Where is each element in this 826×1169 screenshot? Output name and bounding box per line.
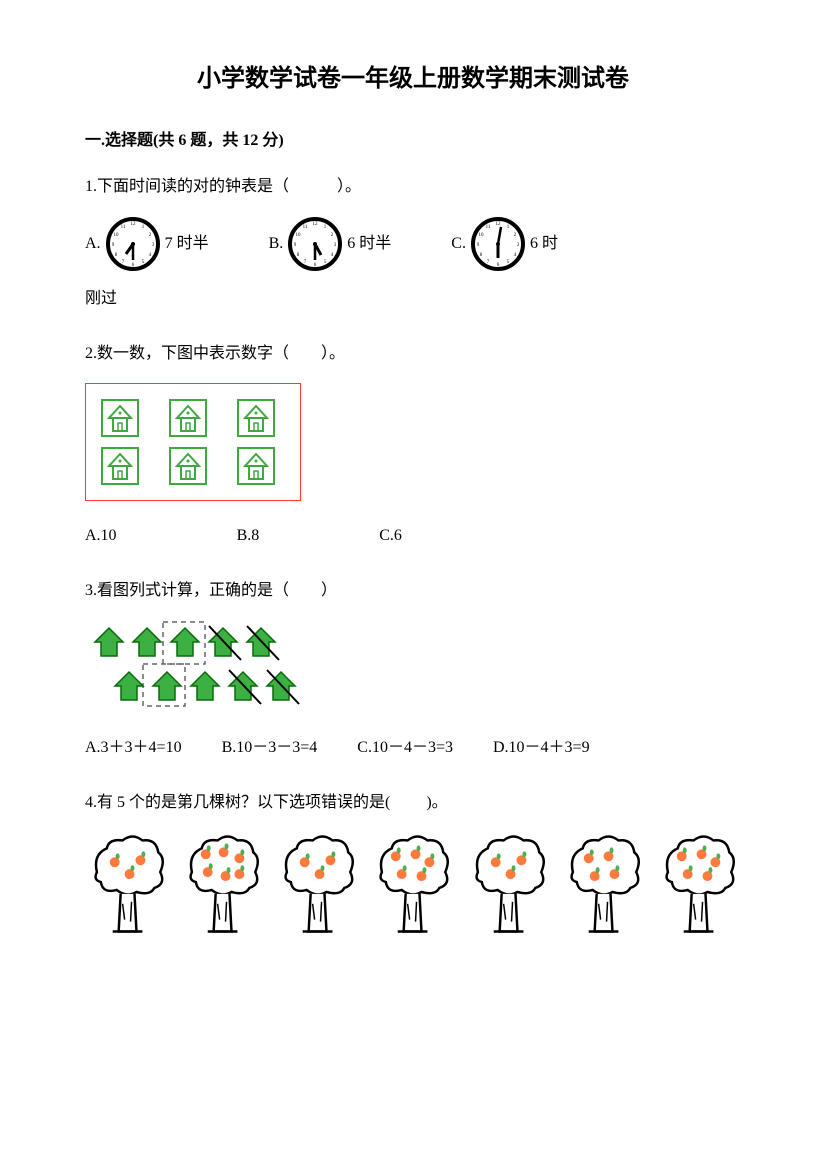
svg-text:10: 10 bbox=[296, 233, 302, 238]
q3-text: 3.看图列式计算，正确的是（ ） bbox=[85, 578, 741, 604]
q1-option-b: B. 1212 345 678 91011 6 时半 bbox=[269, 216, 392, 272]
tree-icon bbox=[180, 832, 265, 938]
svg-text:12: 12 bbox=[495, 222, 501, 227]
q1-opt-b-prefix: B. bbox=[269, 231, 284, 257]
page-title: 小学数学试卷一年级上册数学期末测试卷 bbox=[85, 60, 741, 98]
question-4: 4.有 5 个的是第几棵树？以下选项错误的是( )。 bbox=[85, 790, 741, 938]
clock-icon-c: 1212 345 678 91011 bbox=[470, 216, 526, 272]
question-1: 1.下面时间读的对的钟表是（ ）。 A. 1212 345 678 91011 … bbox=[85, 174, 741, 311]
q1-option-a: A. 1212 345 678 91011 7 时半 bbox=[85, 216, 209, 272]
tree-icon bbox=[370, 832, 455, 938]
q3-opt-a: A.3＋3＋4=10 bbox=[85, 735, 182, 761]
house-icon bbox=[100, 446, 140, 486]
question-3: 3.看图列式计算，正确的是（ ） A.3＋3＋4=10 B.10－3－3=4 C… bbox=[85, 578, 741, 760]
q4-text: 4.有 5 个的是第几棵树？以下选项错误的是( )。 bbox=[85, 790, 741, 816]
tree-icon bbox=[561, 832, 646, 938]
house-icon bbox=[236, 398, 276, 438]
question-2: 2.数一数，下图中表示数字（ ）。 bbox=[85, 341, 741, 548]
svg-text:11: 11 bbox=[303, 225, 308, 230]
q1-tail: 刚过 bbox=[85, 286, 741, 312]
tree-icon bbox=[275, 832, 360, 938]
tree-icon bbox=[85, 832, 170, 938]
q2-text: 2.数一数，下图中表示数字（ ）。 bbox=[85, 341, 741, 367]
q1-opt-c-label: 6 时 bbox=[530, 231, 558, 257]
q2-opt-c: C.6 bbox=[379, 523, 402, 549]
q1-opt-a-label: 7 时半 bbox=[165, 231, 209, 257]
svg-text:11: 11 bbox=[120, 225, 125, 230]
clock-icon-a: 1212 345 678 91011 bbox=[105, 216, 161, 272]
q1-option-c: C. 1212 345 678 91011 6 时 bbox=[451, 216, 558, 272]
clock-icon-b: 1212 345 678 91011 bbox=[287, 216, 343, 272]
arrow-figure bbox=[85, 620, 305, 719]
q3-opt-d: D.10－4＋3=9 bbox=[493, 735, 590, 761]
house-icon bbox=[236, 446, 276, 486]
q1-text: 1.下面时间读的对的钟表是（ ）。 bbox=[85, 174, 741, 200]
svg-text:10: 10 bbox=[478, 233, 484, 238]
svg-text:12: 12 bbox=[130, 222, 136, 227]
q1-opt-b-label: 6 时半 bbox=[347, 231, 391, 257]
svg-text:12: 12 bbox=[313, 222, 319, 227]
q2-opt-b: B.8 bbox=[237, 523, 260, 549]
q3-opt-c: C.10－4－3=3 bbox=[357, 735, 453, 761]
tree-icon bbox=[466, 832, 551, 938]
q3-options: A.3＋3＋4=10 B.10－3－3=4 C.10－4－3=3 D.10－4＋… bbox=[85, 735, 741, 761]
houses-box bbox=[85, 383, 301, 501]
svg-text:10: 10 bbox=[113, 233, 119, 238]
house-icon bbox=[100, 398, 140, 438]
q2-options: A.10 B.8 C.6 bbox=[85, 523, 741, 549]
svg-text:11: 11 bbox=[486, 225, 491, 230]
q1-options: A. 1212 345 678 91011 7 时半 B. 12 12 bbox=[85, 216, 741, 272]
section-1-header: 一.选择题(共 6 题，共 12 分) bbox=[85, 128, 741, 154]
q3-opt-b: B.10－3－3=4 bbox=[222, 735, 318, 761]
tree-icon bbox=[656, 832, 741, 938]
house-icon bbox=[168, 398, 208, 438]
q2-opt-a: A.10 bbox=[85, 523, 117, 549]
house-icon bbox=[168, 446, 208, 486]
q1-opt-a-prefix: A. bbox=[85, 231, 101, 257]
trees-row bbox=[85, 832, 741, 938]
q1-opt-c-prefix: C. bbox=[451, 231, 466, 257]
